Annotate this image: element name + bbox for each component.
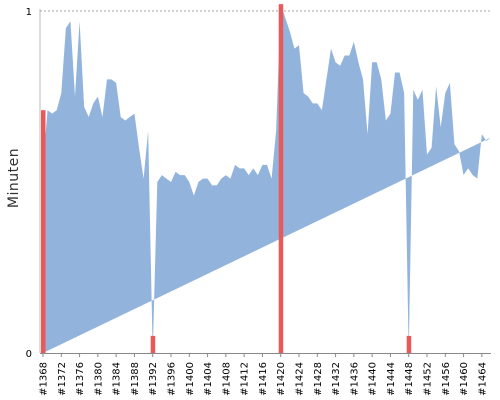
highlight-bar-1392 [150,335,156,353]
highlight-bar-1448 [406,335,412,353]
x-tick-label-1392: #1392 [148,362,159,396]
y-axis-label: Minuten [6,148,22,208]
x-tick-label-1444: #1444 [386,362,397,396]
x-tick-label-1400: #1400 [185,362,196,396]
x-tick-label-1428: #1428 [313,362,324,396]
x-tick-label-1376: #1376 [75,362,86,396]
x-tick-label-1416: #1416 [258,362,269,396]
y-tick-label-1: 1 [26,7,32,18]
x-tick-labels: #1368 #1372 #1376 #1380 #1384 #1388 #1392 #1396… [39,353,488,396]
x-tick-label-1452: #1452 [423,362,434,396]
area-series [43,4,491,353]
highlight-bar-1420 [278,4,284,353]
axes [39,9,491,354]
highlight-bar-1368 [41,110,46,354]
x-tick-label-1372: #1372 [57,362,68,396]
x-tick-label-1388: #1388 [130,362,141,396]
x-tick-label-1384: #1384 [112,362,123,396]
highlight-bars [41,4,412,354]
y-tick-label-0: 0 [26,349,32,360]
x-tick-label-1448: #1448 [404,362,415,396]
x-tick-label-1464: #1464 [477,362,488,396]
area-series-0 [43,4,491,353]
x-tick-label-1404: #1404 [203,362,214,396]
x-tick-label-1440: #1440 [368,362,379,396]
x-tick-label-1380: #1380 [93,362,104,396]
x-tick-label-1432: #1432 [331,362,342,396]
x-tick-label-1368: #1368 [39,362,50,396]
y-tick-labels: 01 [26,7,32,360]
x-tick-label-1436: #1436 [349,362,360,396]
x-tick-label-1396: #1396 [167,362,178,396]
x-tick-label-1456: #1456 [441,362,452,396]
x-tick-label-1420: #1420 [276,362,287,396]
x-tick-label-1412: #1412 [240,362,251,396]
x-tick-label-1460: #1460 [459,362,470,396]
x-tick-label-1424: #1424 [295,362,306,396]
x-tick-label-1408: #1408 [221,362,232,396]
